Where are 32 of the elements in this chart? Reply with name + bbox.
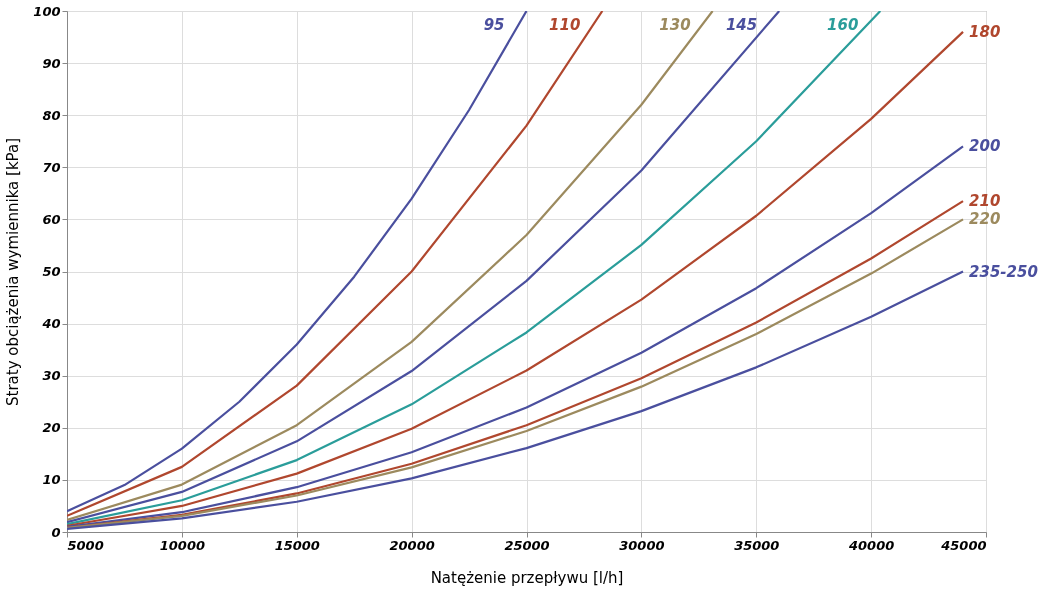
series-label: 210 [969, 192, 1001, 211]
y-tick-label: 80 [42, 107, 61, 123]
x-tick-label: 5000 [67, 537, 104, 553]
x-axis-title: Natężenie przepływu [l/h] [430, 568, 624, 587]
x-tick-label: 30000 [619, 537, 665, 553]
y-tick-label: 60 [42, 211, 61, 227]
y-tick-label: 10 [42, 472, 61, 488]
y-tick-label: 0 [51, 524, 61, 540]
x-tick-label: 20000 [389, 537, 435, 553]
y-tick-label: 90 [42, 55, 61, 71]
x-tick-label: 45000 [940, 537, 987, 553]
series-label: 160 [827, 16, 859, 34]
series-label: 220 [969, 210, 1001, 229]
y-tick-label: 70 [42, 159, 61, 175]
y-tick-label: 100 [33, 3, 61, 19]
series-label: 235-250 [969, 262, 1038, 281]
x-tick-label: 10000 [159, 537, 205, 553]
x-tick-label: 25000 [504, 537, 550, 553]
series-label: 145 [725, 16, 758, 34]
series-label: 95 [483, 16, 505, 34]
series-label: 110 [549, 16, 581, 34]
series-label: 130 [659, 16, 691, 34]
x-tick-label: 15000 [274, 537, 320, 553]
series-label: 180 [969, 22, 1001, 41]
series-label: 200 [969, 137, 1001, 156]
y-tick-label: 20 [42, 420, 61, 436]
y-axis-title: Straty obciążenia wymiennika [kPa] [4, 137, 23, 407]
x-tick-label: 40000 [848, 537, 895, 553]
y-tick-label: 40 [41, 316, 61, 332]
y-tick-label: 30 [42, 368, 61, 384]
y-tick-label: 50 [42, 264, 61, 279]
x-tick-label: 35000 [734, 537, 780, 553]
